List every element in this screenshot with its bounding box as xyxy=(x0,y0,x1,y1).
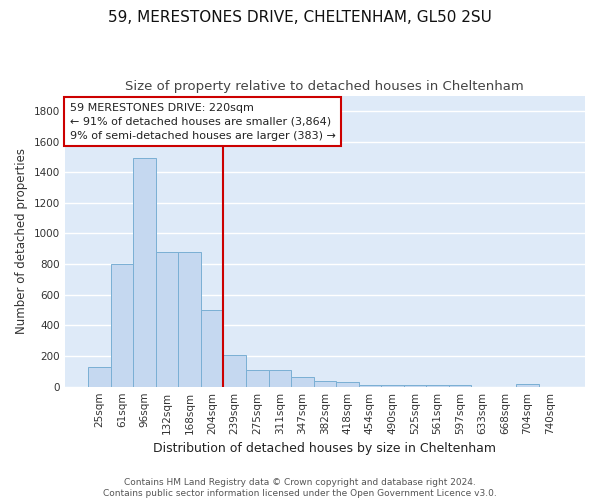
Bar xyxy=(178,252,201,386)
Bar xyxy=(246,370,269,386)
Bar xyxy=(336,382,359,386)
Bar xyxy=(426,385,449,386)
Text: Contains HM Land Registry data © Crown copyright and database right 2024.
Contai: Contains HM Land Registry data © Crown c… xyxy=(103,478,497,498)
Text: 59 MERESTONES DRIVE: 220sqm
← 91% of detached houses are smaller (3,864)
9% of s: 59 MERESTONES DRIVE: 220sqm ← 91% of det… xyxy=(70,103,336,141)
Bar xyxy=(88,367,111,386)
Bar xyxy=(516,384,539,386)
Bar xyxy=(404,385,426,386)
Bar xyxy=(359,385,381,386)
Y-axis label: Number of detached properties: Number of detached properties xyxy=(15,148,28,334)
X-axis label: Distribution of detached houses by size in Cheltenham: Distribution of detached houses by size … xyxy=(154,442,496,455)
Bar xyxy=(223,354,246,386)
Bar xyxy=(449,385,471,386)
Bar xyxy=(269,370,291,386)
Bar xyxy=(314,380,336,386)
Bar xyxy=(111,264,133,386)
Bar xyxy=(156,252,178,386)
Bar xyxy=(291,376,314,386)
Bar xyxy=(381,385,404,386)
Title: Size of property relative to detached houses in Cheltenham: Size of property relative to detached ho… xyxy=(125,80,524,93)
Bar xyxy=(133,158,156,386)
Text: 59, MERESTONES DRIVE, CHELTENHAM, GL50 2SU: 59, MERESTONES DRIVE, CHELTENHAM, GL50 2… xyxy=(108,10,492,25)
Bar xyxy=(201,310,223,386)
